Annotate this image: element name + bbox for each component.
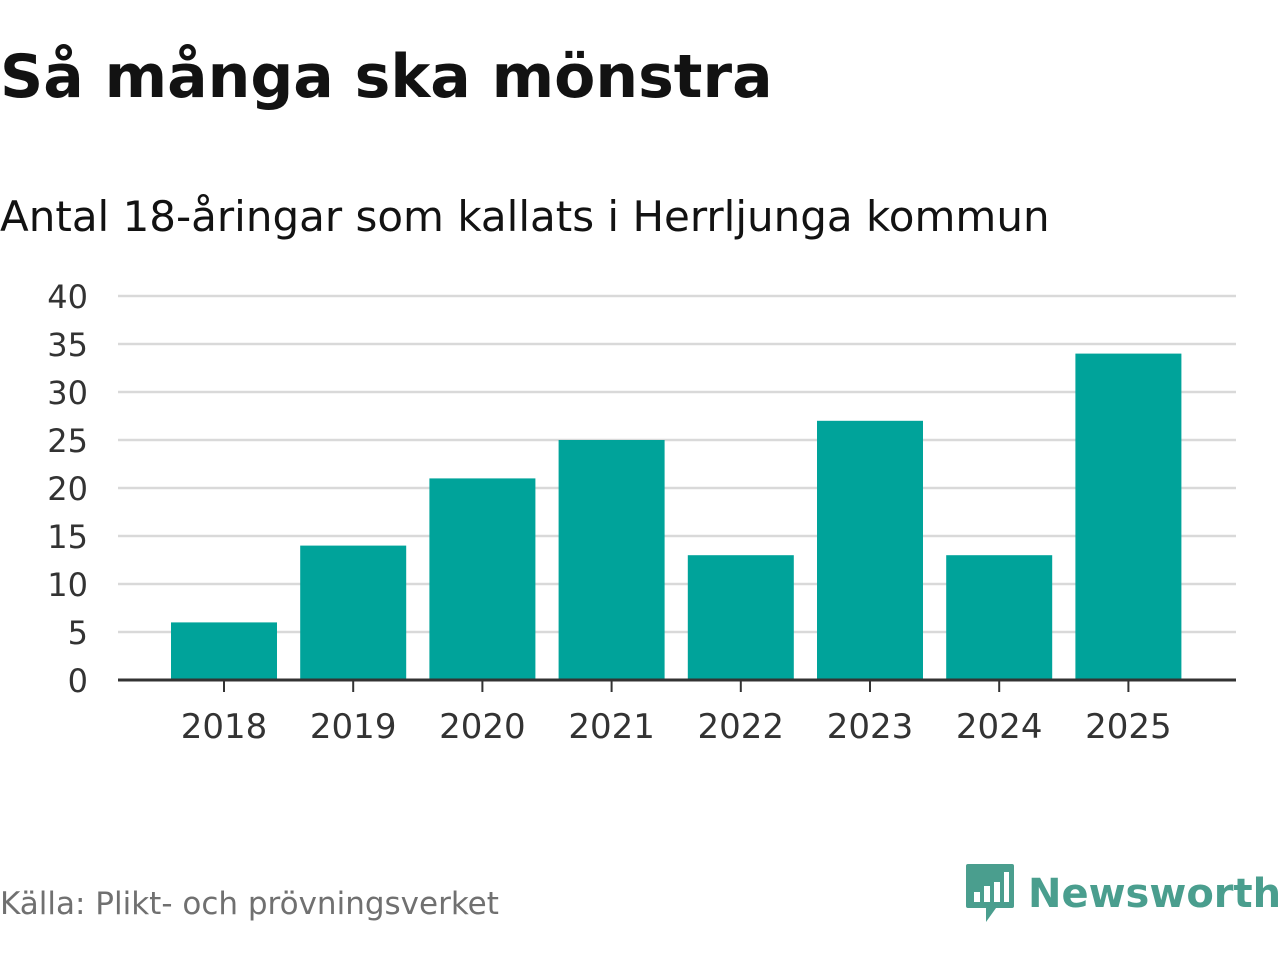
bars — [171, 353, 1182, 680]
x-tick-label: 2021 — [568, 707, 655, 740]
y-tick-label: 40 — [47, 278, 88, 316]
x-tick-label: 2023 — [827, 707, 914, 740]
gridlines — [118, 294, 1236, 634]
bar-2021 — [558, 440, 665, 680]
brand-name: Newsworthy — [1028, 871, 1280, 917]
y-tick-label: 35 — [47, 326, 88, 364]
bar-2020 — [429, 478, 536, 680]
y-tick-label: 25 — [47, 422, 88, 460]
brand-logo: Newsworthy — [964, 862, 1280, 926]
bar-2025 — [1075, 353, 1182, 680]
y-tick-label: 10 — [47, 566, 88, 604]
chart-subtitle: Antal 18-åringar som kallats i Herrljung… — [0, 192, 1050, 241]
bar-2019 — [300, 545, 407, 680]
bar-2023 — [817, 420, 923, 680]
bar-2022 — [687, 555, 794, 680]
y-tick-label: 20 — [47, 470, 88, 508]
x-tick-label: 2024 — [956, 707, 1043, 740]
y-tick-label: 0 — [68, 662, 88, 700]
newsworthy-logo-icon — [966, 864, 1014, 922]
y-tick-label: 30 — [47, 374, 88, 412]
x-tick-label: 2018 — [181, 707, 268, 740]
y-tick-label: 5 — [68, 614, 88, 652]
source-note: Källa: Plikt- och prövningsverket — [0, 886, 499, 922]
x-tick-label: 2019 — [310, 707, 397, 740]
x-tick-label: 2025 — [1085, 707, 1172, 740]
y-tick-label: 15 — [47, 518, 88, 556]
chart-title: Så många ska mönstra — [0, 42, 773, 112]
x-tick-label: 2020 — [439, 707, 526, 740]
bar-2024 — [946, 555, 1053, 680]
x-tick-label: 2022 — [698, 707, 785, 740]
bar-2018 — [171, 622, 277, 680]
